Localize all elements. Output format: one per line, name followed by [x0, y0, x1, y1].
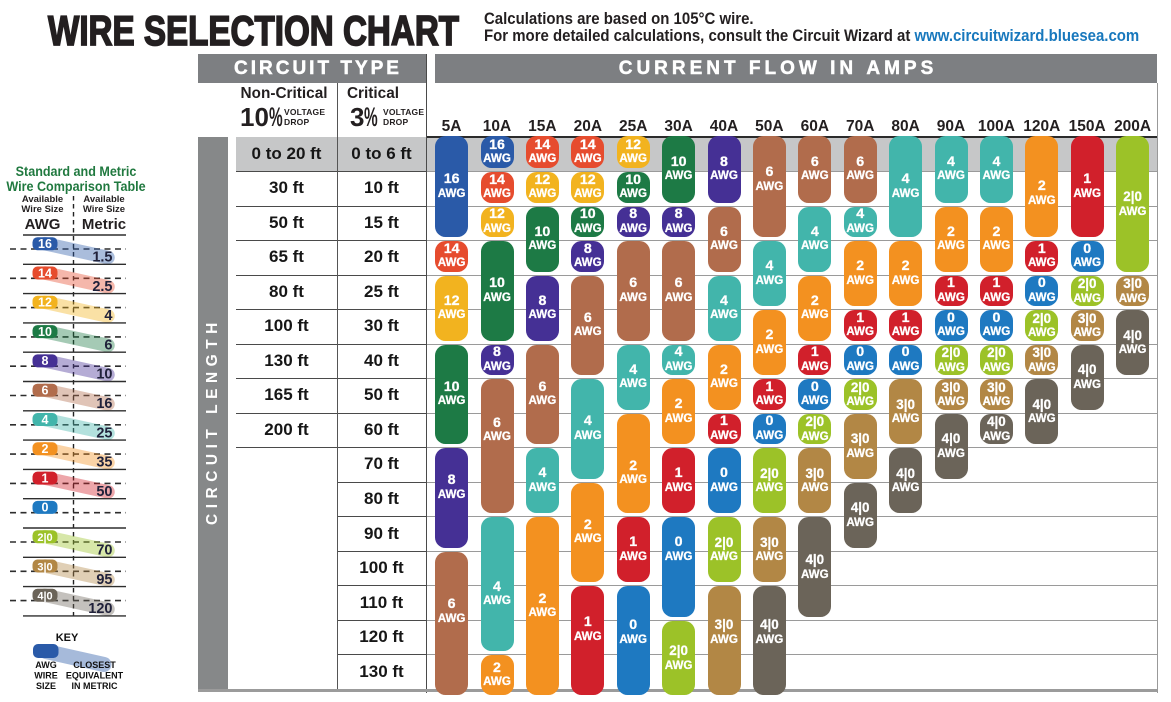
svg-text:25: 25 — [96, 425, 112, 441]
svg-text:35: 35 — [96, 455, 112, 471]
svg-text:14: 14 — [38, 266, 52, 280]
svg-text:95: 95 — [96, 572, 112, 588]
svg-text:10: 10 — [96, 367, 112, 383]
svg-text:KEY: KEY — [56, 632, 79, 644]
svg-text:WIRE: WIRE — [34, 671, 58, 681]
svg-text:2|0: 2|0 — [37, 532, 52, 544]
svg-text:50: 50 — [96, 484, 112, 500]
svg-text:3|0: 3|0 — [37, 561, 52, 573]
svg-text:2: 2 — [42, 442, 49, 456]
svg-text:8: 8 — [42, 354, 49, 368]
svg-text:IN METRIC: IN METRIC — [72, 681, 118, 691]
svg-text:1: 1 — [42, 471, 49, 485]
svg-text:4: 4 — [42, 413, 49, 427]
svg-text:1.5: 1.5 — [92, 250, 112, 266]
svg-text:CLOSEST: CLOSEST — [73, 660, 116, 670]
svg-text:AWG: AWG — [35, 660, 57, 670]
svg-text:2.5: 2.5 — [92, 279, 112, 295]
svg-text:6: 6 — [42, 384, 49, 398]
svg-text:12: 12 — [38, 296, 52, 310]
svg-text:4: 4 — [104, 308, 112, 324]
svg-text:16: 16 — [96, 396, 112, 412]
svg-text:4|0: 4|0 — [37, 591, 52, 603]
svg-text:6: 6 — [104, 337, 112, 353]
svg-text:SIZE: SIZE — [36, 681, 56, 691]
svg-text:EQUIVALENT: EQUIVALENT — [66, 671, 124, 681]
svg-text:0: 0 — [42, 501, 49, 515]
svg-text:16: 16 — [38, 237, 52, 251]
svg-text:10: 10 — [38, 325, 52, 339]
svg-text:120: 120 — [88, 601, 112, 617]
svg-text:70: 70 — [96, 543, 112, 559]
